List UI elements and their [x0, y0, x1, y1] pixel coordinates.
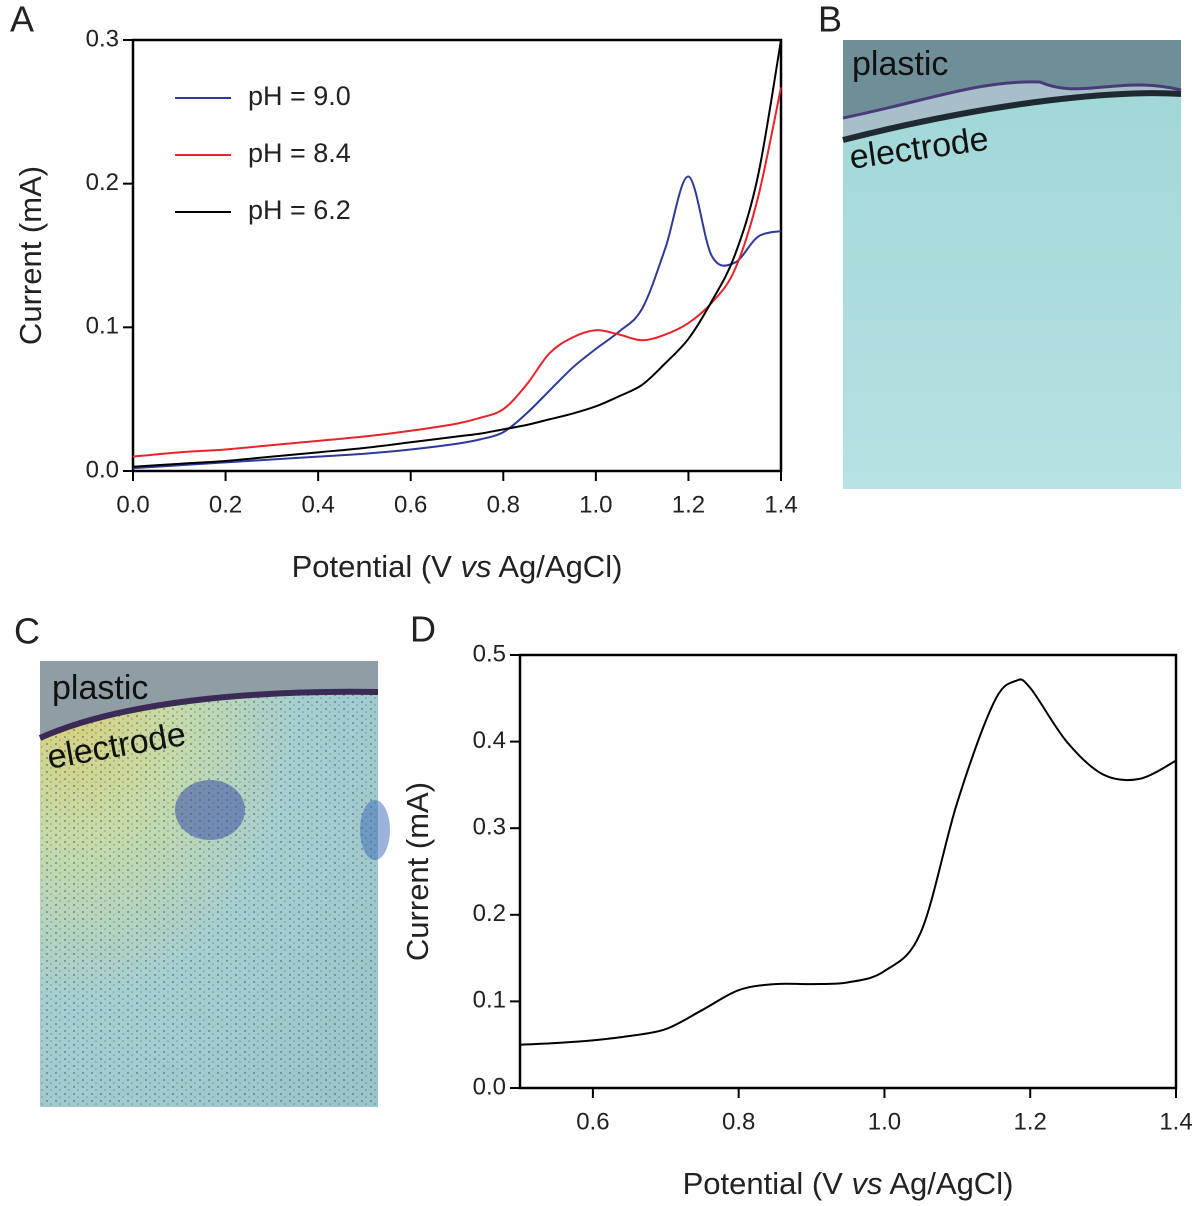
y-tick-label: 0.5 — [473, 640, 506, 667]
x-tick-label: 1.0 — [579, 491, 612, 518]
legend-label: pH = 9.0 — [248, 81, 351, 111]
line-series — [519, 678, 1177, 1046]
plot-frame — [518, 653, 1178, 1090]
x-tick-label: 0.8 — [722, 1108, 755, 1135]
panel-label: C — [14, 611, 40, 652]
x-axis-label: Potential (V vs Ag/AgCl) — [292, 549, 623, 584]
x-tick-label: 0.4 — [301, 491, 334, 518]
x-tick-label: 0.0 — [116, 491, 149, 518]
y-tick-label: 0.1 — [473, 987, 506, 1014]
y-axis-label: Current (mA) — [13, 166, 48, 345]
x-tick-label: 0.2 — [209, 491, 242, 518]
x-tick-label: 0.6 — [394, 491, 427, 518]
legend-label: pH = 6.2 — [248, 195, 351, 225]
x-tick-label: 1.2 — [1014, 1108, 1047, 1135]
chart: A 0.0 0.1 0.2 0.3 0.0 0.2 0.4 0.6 0.8 1.0 1.2 1.4 Cur… — [10, 0, 798, 584]
y-tick-label: 0.2 — [86, 169, 119, 196]
line-series — [132, 39, 782, 468]
x-tick-label: 0.6 — [576, 1108, 609, 1135]
x-tick-label: 1.4 — [1159, 1108, 1192, 1135]
panel-c-image — [38, 661, 390, 1107]
y-tick-label: 0.3 — [86, 25, 119, 52]
x-axis-label-part: Ag/AgCl) — [491, 549, 622, 584]
x-tick-label: 1.0 — [868, 1108, 901, 1135]
x-axis-label-part: Potential (V — [292, 549, 461, 584]
y-axis-label: Current (mA) — [400, 782, 435, 961]
panel-b-image — [842, 40, 1182, 489]
x-tick-label: 1.2 — [672, 491, 705, 518]
panel-label: B — [818, 0, 842, 40]
plot-frame — [131, 38, 783, 473]
y-tick-label: 0.0 — [86, 456, 119, 483]
y-tick-label: 0.1 — [86, 313, 119, 340]
x-axis-label-part: vs — [851, 1166, 882, 1201]
y-tick-label: 0.2 — [473, 900, 506, 927]
x-axis-label-part: vs — [460, 549, 491, 584]
x-axis-label-part: Potential (V — [683, 1166, 852, 1201]
image-label: plastic — [852, 45, 948, 83]
line-series — [132, 175, 782, 470]
y-tick-label: 0.3 — [473, 814, 506, 841]
x-axis-label-part: Ag/AgCl) — [882, 1166, 1013, 1201]
panel-label: A — [10, 0, 34, 40]
y-tick-label: 0.0 — [473, 1073, 506, 1100]
line-series — [132, 87, 782, 458]
image-label: plastic — [52, 669, 148, 707]
x-tick-label: 1.4 — [764, 491, 797, 518]
x-tick-label: 0.8 — [487, 491, 520, 518]
x-axis-label: Potential (V vs Ag/AgCl) — [683, 1166, 1014, 1201]
panel-label: D — [410, 609, 436, 650]
legend-label: pH = 8.4 — [248, 138, 351, 168]
chart: D 0.0 0.1 0.2 0.3 0.4 0.5 0.6 0.8 1.0 1.2 1.4 Curren… — [400, 609, 1193, 1202]
y-tick-label: 0.4 — [473, 727, 506, 754]
